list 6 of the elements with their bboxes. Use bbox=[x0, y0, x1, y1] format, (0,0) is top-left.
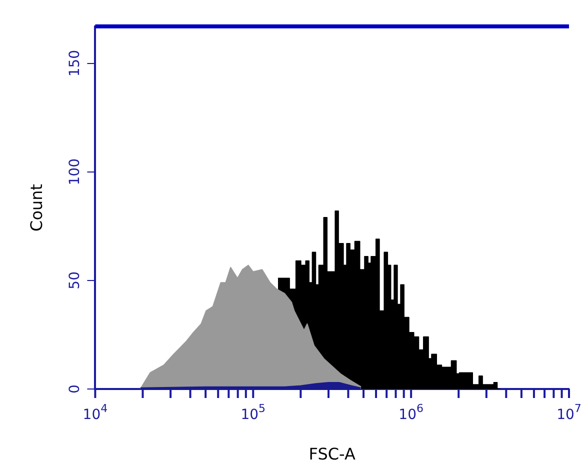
y-tick-label: 0 bbox=[67, 384, 84, 394]
y-tick-label: 50 bbox=[67, 272, 84, 290]
y-tick-label: 100 bbox=[67, 158, 84, 186]
y-axis-title: Count bbox=[26, 184, 46, 232]
y-tick-label: 150 bbox=[67, 50, 84, 77]
x-axis-title: FSC-A bbox=[308, 444, 356, 464]
